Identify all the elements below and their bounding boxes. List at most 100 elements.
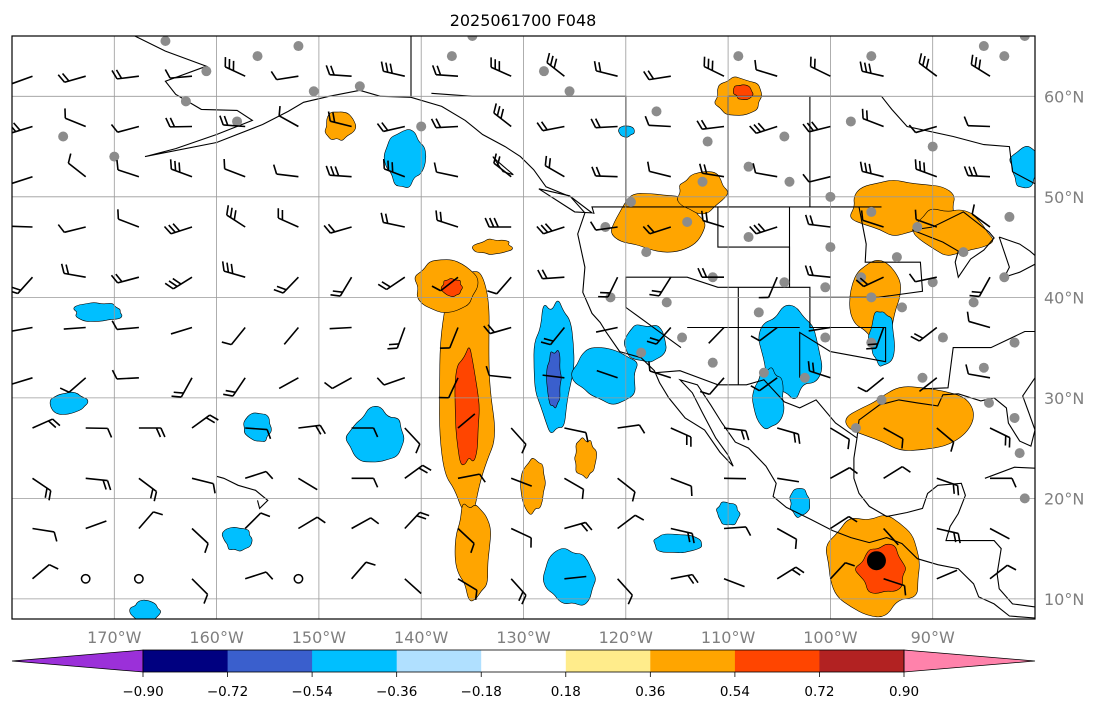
wind-barb-feather: [493, 153, 498, 164]
longitude-label: 150°W: [292, 628, 347, 647]
wind-barb: [918, 377, 938, 392]
wind-barb-feather: [387, 347, 398, 350]
wind-barb-feather: [219, 115, 225, 126]
station-marker: [702, 136, 713, 147]
station-marker: [58, 131, 69, 142]
wind-barb-staff: [283, 326, 300, 345]
wind-barb: [544, 155, 565, 178]
wind-barb-staff: [862, 219, 884, 228]
wind-barb: [431, 65, 459, 77]
wind-barb-feather: [589, 221, 597, 231]
wind-barb-feather: [265, 470, 274, 480]
colorbar-tick-label: −0.54: [291, 684, 332, 700]
wind-barb-feather: [631, 491, 636, 502]
colorbar-bin: [396, 650, 482, 672]
wind-barb: [776, 527, 798, 550]
wind-barb-feather: [260, 512, 271, 518]
wind-barb: [696, 119, 725, 130]
negative-anomaly-region: [345, 405, 405, 463]
wind-barb-feather: [205, 417, 216, 424]
wind-barb-feather: [487, 290, 498, 295]
wind-barb: [989, 564, 1017, 580]
wind-barb-feather: [330, 294, 341, 297]
wind-barb-feather: [867, 343, 878, 346]
wind-barb: [487, 276, 512, 295]
wind-barb-feather: [649, 293, 660, 297]
wind-barb: [12, 276, 34, 295]
wind-barb: [382, 158, 406, 178]
wind-barb: [859, 61, 884, 77]
wind-barb-feather: [385, 62, 389, 73]
wind-barb: [804, 214, 831, 228]
station-marker: [354, 81, 365, 92]
wind-barb-staff: [440, 276, 459, 292]
wind-barb: [866, 327, 885, 350]
wind-barb-staff: [989, 527, 1010, 540]
wind-barb-staff: [350, 561, 367, 580]
wind-barb-staff: [708, 326, 725, 344]
wind-barb: [965, 364, 991, 379]
wind-barb: [936, 527, 961, 544]
wind-barb: [116, 160, 140, 178]
wind-barb-feather: [12, 124, 13, 134]
wind-barb-feather: [47, 420, 57, 429]
wind-barb: [387, 327, 406, 350]
wind-barb: [644, 115, 671, 128]
wind-barb-feather: [12, 376, 13, 385]
wind-barb-feather: [330, 165, 335, 176]
station-marker: [201, 66, 212, 77]
wind-barb-feather: [910, 335, 920, 342]
wind-barb-feather: [847, 439, 851, 450]
station-marker: [109, 151, 120, 162]
wind-barb-feather: [209, 414, 219, 421]
wind-barb: [225, 205, 246, 228]
wind-barb: [510, 527, 532, 548]
wind-barb-staff: [276, 173, 299, 178]
wind-barb-feather: [648, 361, 651, 372]
station-marker: [661, 297, 672, 308]
negative-anomaly-region: [618, 125, 635, 138]
wind-barb-feather: [687, 532, 691, 543]
wind-barb-feather: [646, 161, 651, 172]
wind-barb-staff: [12, 175, 33, 185]
wind-barb-feather: [627, 594, 634, 605]
wind-barb: [990, 477, 1017, 488]
wind-barb-feather: [389, 63, 393, 74]
wind-barb-feather: [581, 489, 585, 500]
positive-anomaly-region: [472, 238, 513, 255]
wind-barb-feather: [270, 70, 278, 81]
wind-barb: [110, 124, 140, 133]
colorbar-tick-label: 0.72: [804, 684, 834, 700]
wind-barb-feather: [549, 55, 554, 66]
wind-barb-staff: [777, 477, 800, 483]
wind-barb: [191, 414, 219, 429]
wind-barb-feather: [699, 390, 710, 396]
wind-barb: [270, 70, 299, 81]
wind-barb: [219, 115, 246, 128]
colorbar-tick-label: −0.18: [461, 684, 502, 700]
wind-barb-feather: [864, 162, 868, 173]
wind-barb-feather: [439, 211, 443, 222]
wind-barb-feather: [102, 479, 107, 490]
wind-barb: [278, 105, 299, 128]
wind-barb-feather: [750, 385, 760, 392]
wind-barb-staff: [649, 170, 671, 178]
longitude-label: 120°W: [599, 628, 654, 647]
wind-barb-feather: [691, 574, 699, 584]
wind-barb-feather: [382, 158, 386, 169]
station-marker-layer: [58, 36, 1030, 504]
colorbar-bin: [481, 650, 567, 672]
wind-barb: [191, 578, 209, 604]
wind-barb-feather: [809, 215, 814, 226]
wind-barb-feather: [913, 332, 924, 339]
wind-barb: [697, 267, 724, 279]
coastline-great-lakes-east: [998, 236, 1035, 279]
wind-barb-feather: [548, 158, 552, 169]
station-marker: [1019, 493, 1030, 504]
map-layers: [12, 36, 1035, 619]
state-borders-plains: [788, 206, 887, 378]
wind-barb-feather: [388, 343, 399, 346]
wind-barb-feather: [281, 210, 284, 220]
wind-barb: [699, 377, 725, 396]
wind-barb: [117, 209, 140, 228]
